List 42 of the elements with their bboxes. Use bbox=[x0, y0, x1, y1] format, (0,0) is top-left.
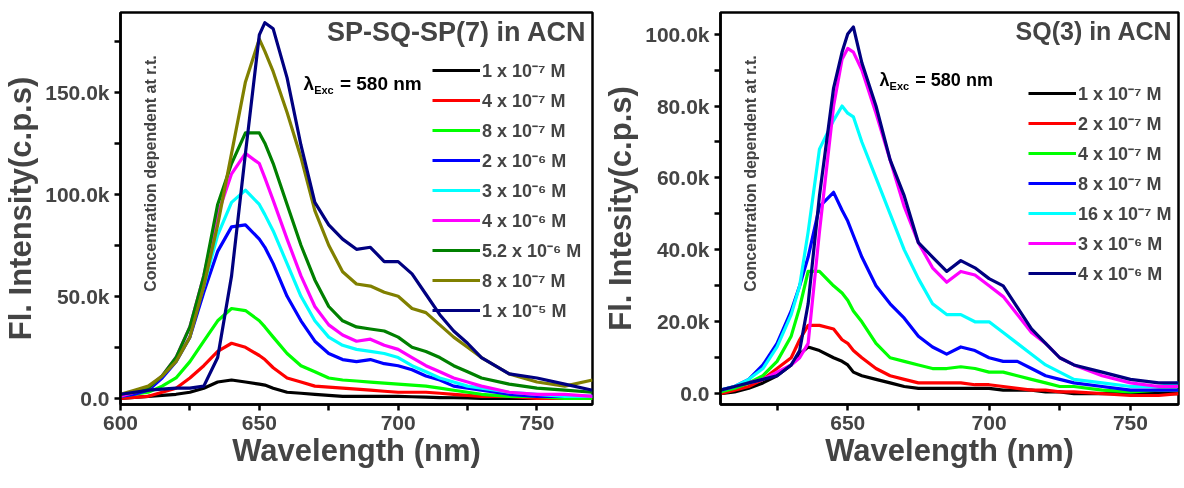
y-tick-label: 20.0k bbox=[656, 310, 710, 334]
legend-label: 3 x 10⁻⁶ M bbox=[482, 180, 567, 203]
legend-label: 2 x 10⁻⁶ M bbox=[482, 150, 567, 173]
legend-label: 8 x 10⁻⁷ M bbox=[1078, 173, 1162, 196]
line-series bbox=[720, 323, 1179, 398]
x-tick-label: 700 bbox=[380, 410, 416, 434]
legend-label: 3 x 10⁻⁶ M bbox=[1078, 233, 1163, 256]
x-tick-label: 750 bbox=[1112, 410, 1148, 434]
legend-label: 4 x 10⁻⁷ M bbox=[1078, 143, 1162, 166]
y-tick-label: 60.0k bbox=[656, 166, 710, 190]
chart-title: SP-SQ-SP(7) in ACN bbox=[326, 16, 586, 47]
annotation: Concentration dependent at r.t. bbox=[741, 55, 759, 292]
legend-label: 8 x 10⁻⁷ M bbox=[482, 270, 566, 293]
legend-label: 4 x 10⁻⁶ M bbox=[482, 210, 567, 233]
legend-label: 5.2 x 10⁻⁶ M bbox=[482, 240, 582, 263]
legend-label: 1 x 10⁻⁷ M bbox=[1078, 83, 1162, 106]
legend-label: 1 x 10⁻⁷ M bbox=[482, 60, 566, 83]
legend-label: 2 x 10⁻⁷ M bbox=[1078, 113, 1162, 136]
legend-label: 1 x 10⁻⁵ M bbox=[482, 300, 567, 323]
y-tick-label: 40.0k bbox=[656, 238, 710, 262]
legend-label: 4 x 10⁻⁷ M bbox=[482, 90, 566, 113]
y-tick-label: 100.0k bbox=[645, 22, 710, 46]
x-tick-label: 750 bbox=[519, 410, 555, 434]
legend-label: 16 x 10⁻⁷ M bbox=[1078, 203, 1172, 226]
y-tick-label: 0.0 bbox=[80, 386, 110, 410]
x-axis-title: Wavelength (nm) bbox=[825, 432, 1074, 468]
x-axis-title: Wavelength (nm) bbox=[232, 432, 481, 468]
y-tick-label: 50.0k bbox=[56, 284, 110, 308]
y-axis-title: Fl. Intesity(c.p.s) bbox=[603, 86, 639, 331]
y-tick-label: 150.0k bbox=[45, 80, 110, 104]
chart-title: SQ(3) in ACN bbox=[1015, 16, 1172, 45]
x-tick-label: 650 bbox=[830, 410, 866, 434]
y-tick-label: 0.0 bbox=[680, 382, 710, 406]
y-axis-title: Fl. Intensity(c.p.s) bbox=[3, 76, 39, 341]
y-tick-label: 80.0k bbox=[656, 94, 710, 118]
legend-label: 8 x 10⁻⁷ M bbox=[482, 120, 566, 143]
x-tick-label: 650 bbox=[241, 410, 277, 434]
x-tick-label: 600 bbox=[102, 410, 139, 434]
legend-label: 4 x 10⁻⁶ M bbox=[1078, 263, 1163, 286]
x-tick-label: 700 bbox=[971, 410, 1007, 434]
annotation: Concentration dependent at r.t. bbox=[141, 55, 159, 292]
y-tick-label: 100.0k bbox=[45, 182, 110, 206]
